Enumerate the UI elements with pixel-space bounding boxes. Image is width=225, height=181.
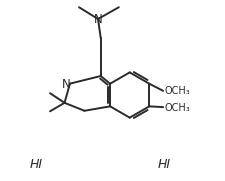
Text: OCH₃: OCH₃ <box>165 103 191 113</box>
Text: HI: HI <box>29 158 42 171</box>
Text: N: N <box>94 12 102 26</box>
Text: OCH₃: OCH₃ <box>165 86 191 96</box>
Text: N: N <box>62 78 71 91</box>
Text: HI: HI <box>158 158 171 171</box>
